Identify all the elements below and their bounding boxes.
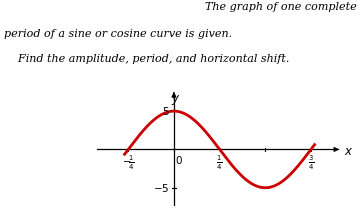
- Text: $\frac{3}{4}$: $\frac{3}{4}$: [308, 154, 314, 172]
- Text: $-5$: $-5$: [153, 182, 169, 194]
- Text: period of a sine or cosine curve is given.: period of a sine or cosine curve is give…: [4, 29, 232, 39]
- Text: The graph of one complete: The graph of one complete: [204, 2, 356, 12]
- Text: $5$: $5$: [162, 105, 169, 117]
- Text: $\frac{1}{4}$: $\frac{1}{4}$: [216, 154, 223, 172]
- Text: $0$: $0$: [175, 154, 183, 166]
- Text: $y$: $y$: [171, 93, 180, 107]
- Text: $x$: $x$: [344, 145, 353, 158]
- Text: Find the amplitude, period, and horizontal shift.: Find the amplitude, period, and horizont…: [4, 54, 289, 64]
- Text: $-\!\frac{1}{4}$: $-\!\frac{1}{4}$: [122, 154, 135, 172]
